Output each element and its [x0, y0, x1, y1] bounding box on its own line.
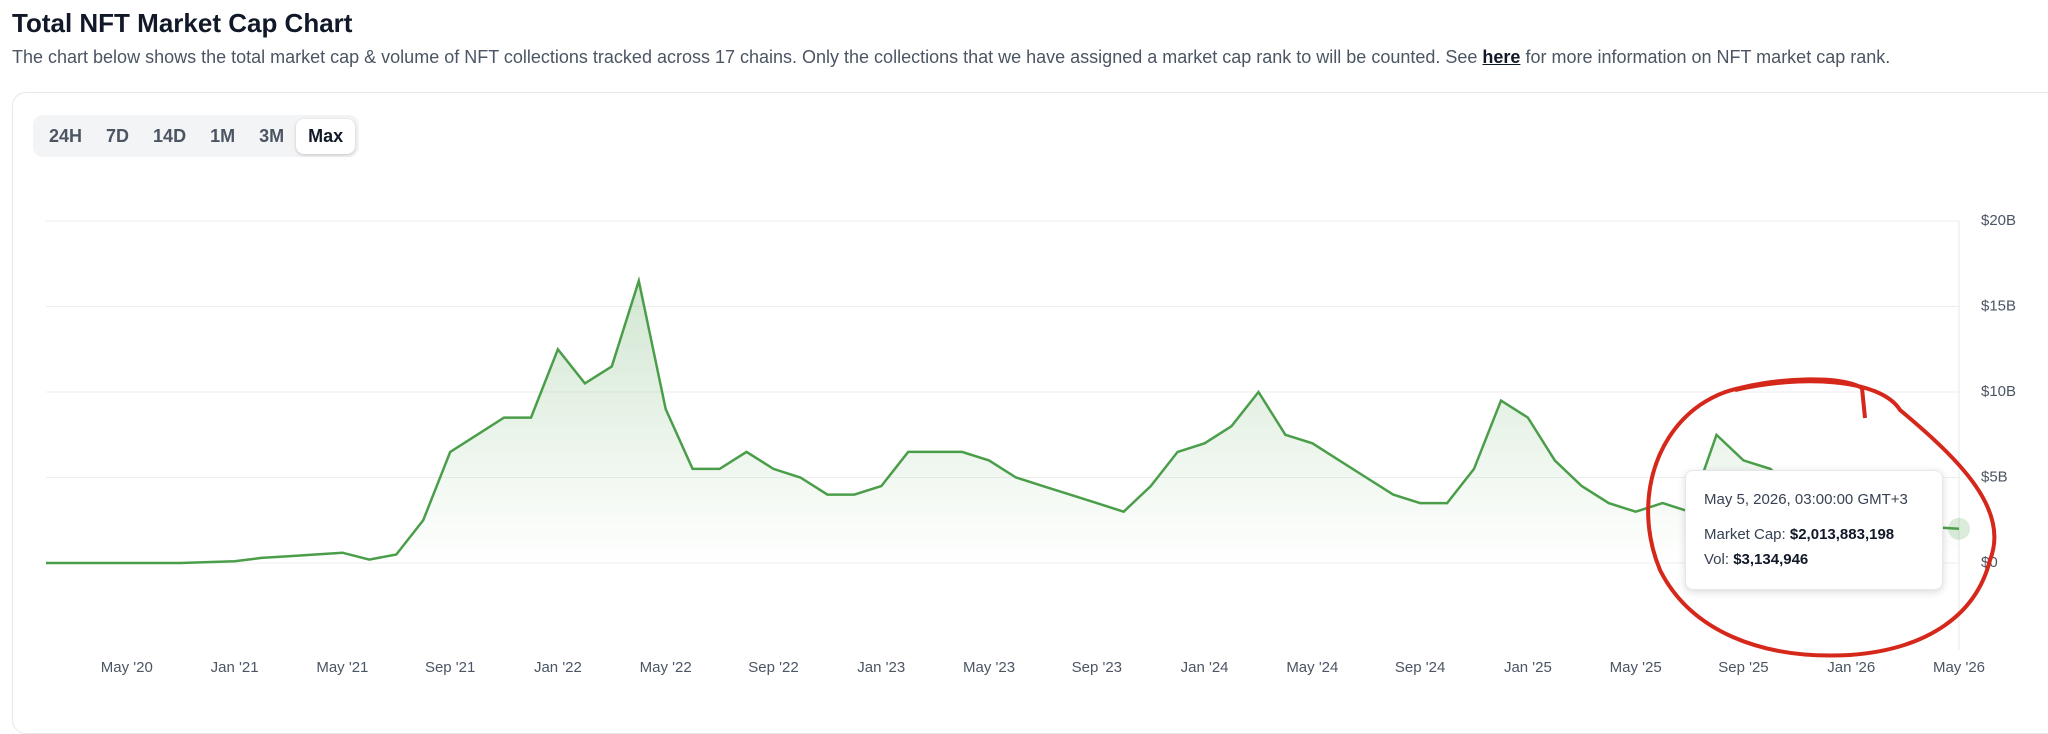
tab[interactable]: 3M	[259, 125, 285, 146]
link[interactable]: here	[1482, 47, 1521, 67]
x-tick-label: Jan '22	[534, 659, 582, 676]
x-tick-label: Sep '24	[1395, 659, 1445, 676]
x-tick-label: May '24	[1286, 659, 1338, 676]
x-tick-label: Jan '23	[857, 659, 905, 676]
x-tick-label: May '25	[1610, 659, 1662, 676]
hover-halo	[1948, 517, 1970, 540]
y-tick-label: $0	[1981, 554, 1998, 571]
y-tick-label: $15B	[1981, 297, 2016, 314]
x-tick-label: Sep '22	[748, 659, 798, 676]
x-tick-label: Sep '21	[425, 659, 475, 676]
y-tick-label: $20B	[1981, 212, 2016, 229]
header: Total NFT Market Cap Chart The chart bel…	[12, 8, 1890, 68]
tab[interactable]: 1M	[210, 125, 236, 146]
line	[46, 275, 1960, 565]
tooltip-vol: Vol: $3,134,946	[1704, 551, 1808, 568]
x-tick-label: Sep '23	[1072, 659, 1122, 676]
tooltip-cap: Market Cap: $2,013,883,198	[1704, 526, 1894, 543]
tab[interactable]: Max	[296, 118, 356, 154]
range-tabs: 24H 7D 14D 1M 3M Max	[33, 115, 360, 157]
tooltip: May 5, 2026, 03:00:00 GMT+3 Market Cap: …	[1685, 470, 1943, 590]
value: $3,134,946	[1733, 551, 1809, 568]
area	[46, 280, 1959, 563]
x-tick-label: May '20	[101, 659, 153, 676]
x-tick-label: Jan '24	[1181, 659, 1229, 676]
description-text: for more information on NFT market cap r…	[1520, 47, 1891, 67]
description-text: The chart below shows the total market c…	[12, 47, 1483, 67]
x-tick-label: May '21	[316, 659, 368, 676]
title: Total NFT Market Cap Chart	[12, 8, 353, 38]
y-tick-label: $10B	[1981, 383, 2016, 400]
x-tick-label: Jan '26	[1827, 659, 1875, 676]
x-tick-label: May '23	[963, 659, 1015, 676]
tab[interactable]: 24H	[49, 125, 83, 146]
page: Total NFT Market Cap Chart The chart bel…	[12, 8, 2048, 734]
x-tick-label: Jan '21	[211, 659, 259, 676]
label: Vol:	[1704, 551, 1730, 568]
x-tick-label: May '22	[640, 659, 692, 676]
x-tick-label: May '26	[1933, 659, 1985, 676]
x-tick-label: Jan '25	[1504, 659, 1552, 676]
description: The chart below shows the total market c…	[12, 47, 1890, 68]
value: $2,013,883,198	[1789, 526, 1895, 543]
tab[interactable]: 14D	[153, 125, 187, 146]
label: Market Cap:	[1704, 526, 1786, 543]
x-tick-label: Sep '25	[1718, 659, 1768, 676]
tooltip-date: May 5, 2026, 03:00:00 GMT+3	[1704, 491, 1908, 508]
tab[interactable]: 7D	[106, 125, 130, 146]
y-tick-label: $5B	[1981, 468, 2008, 485]
